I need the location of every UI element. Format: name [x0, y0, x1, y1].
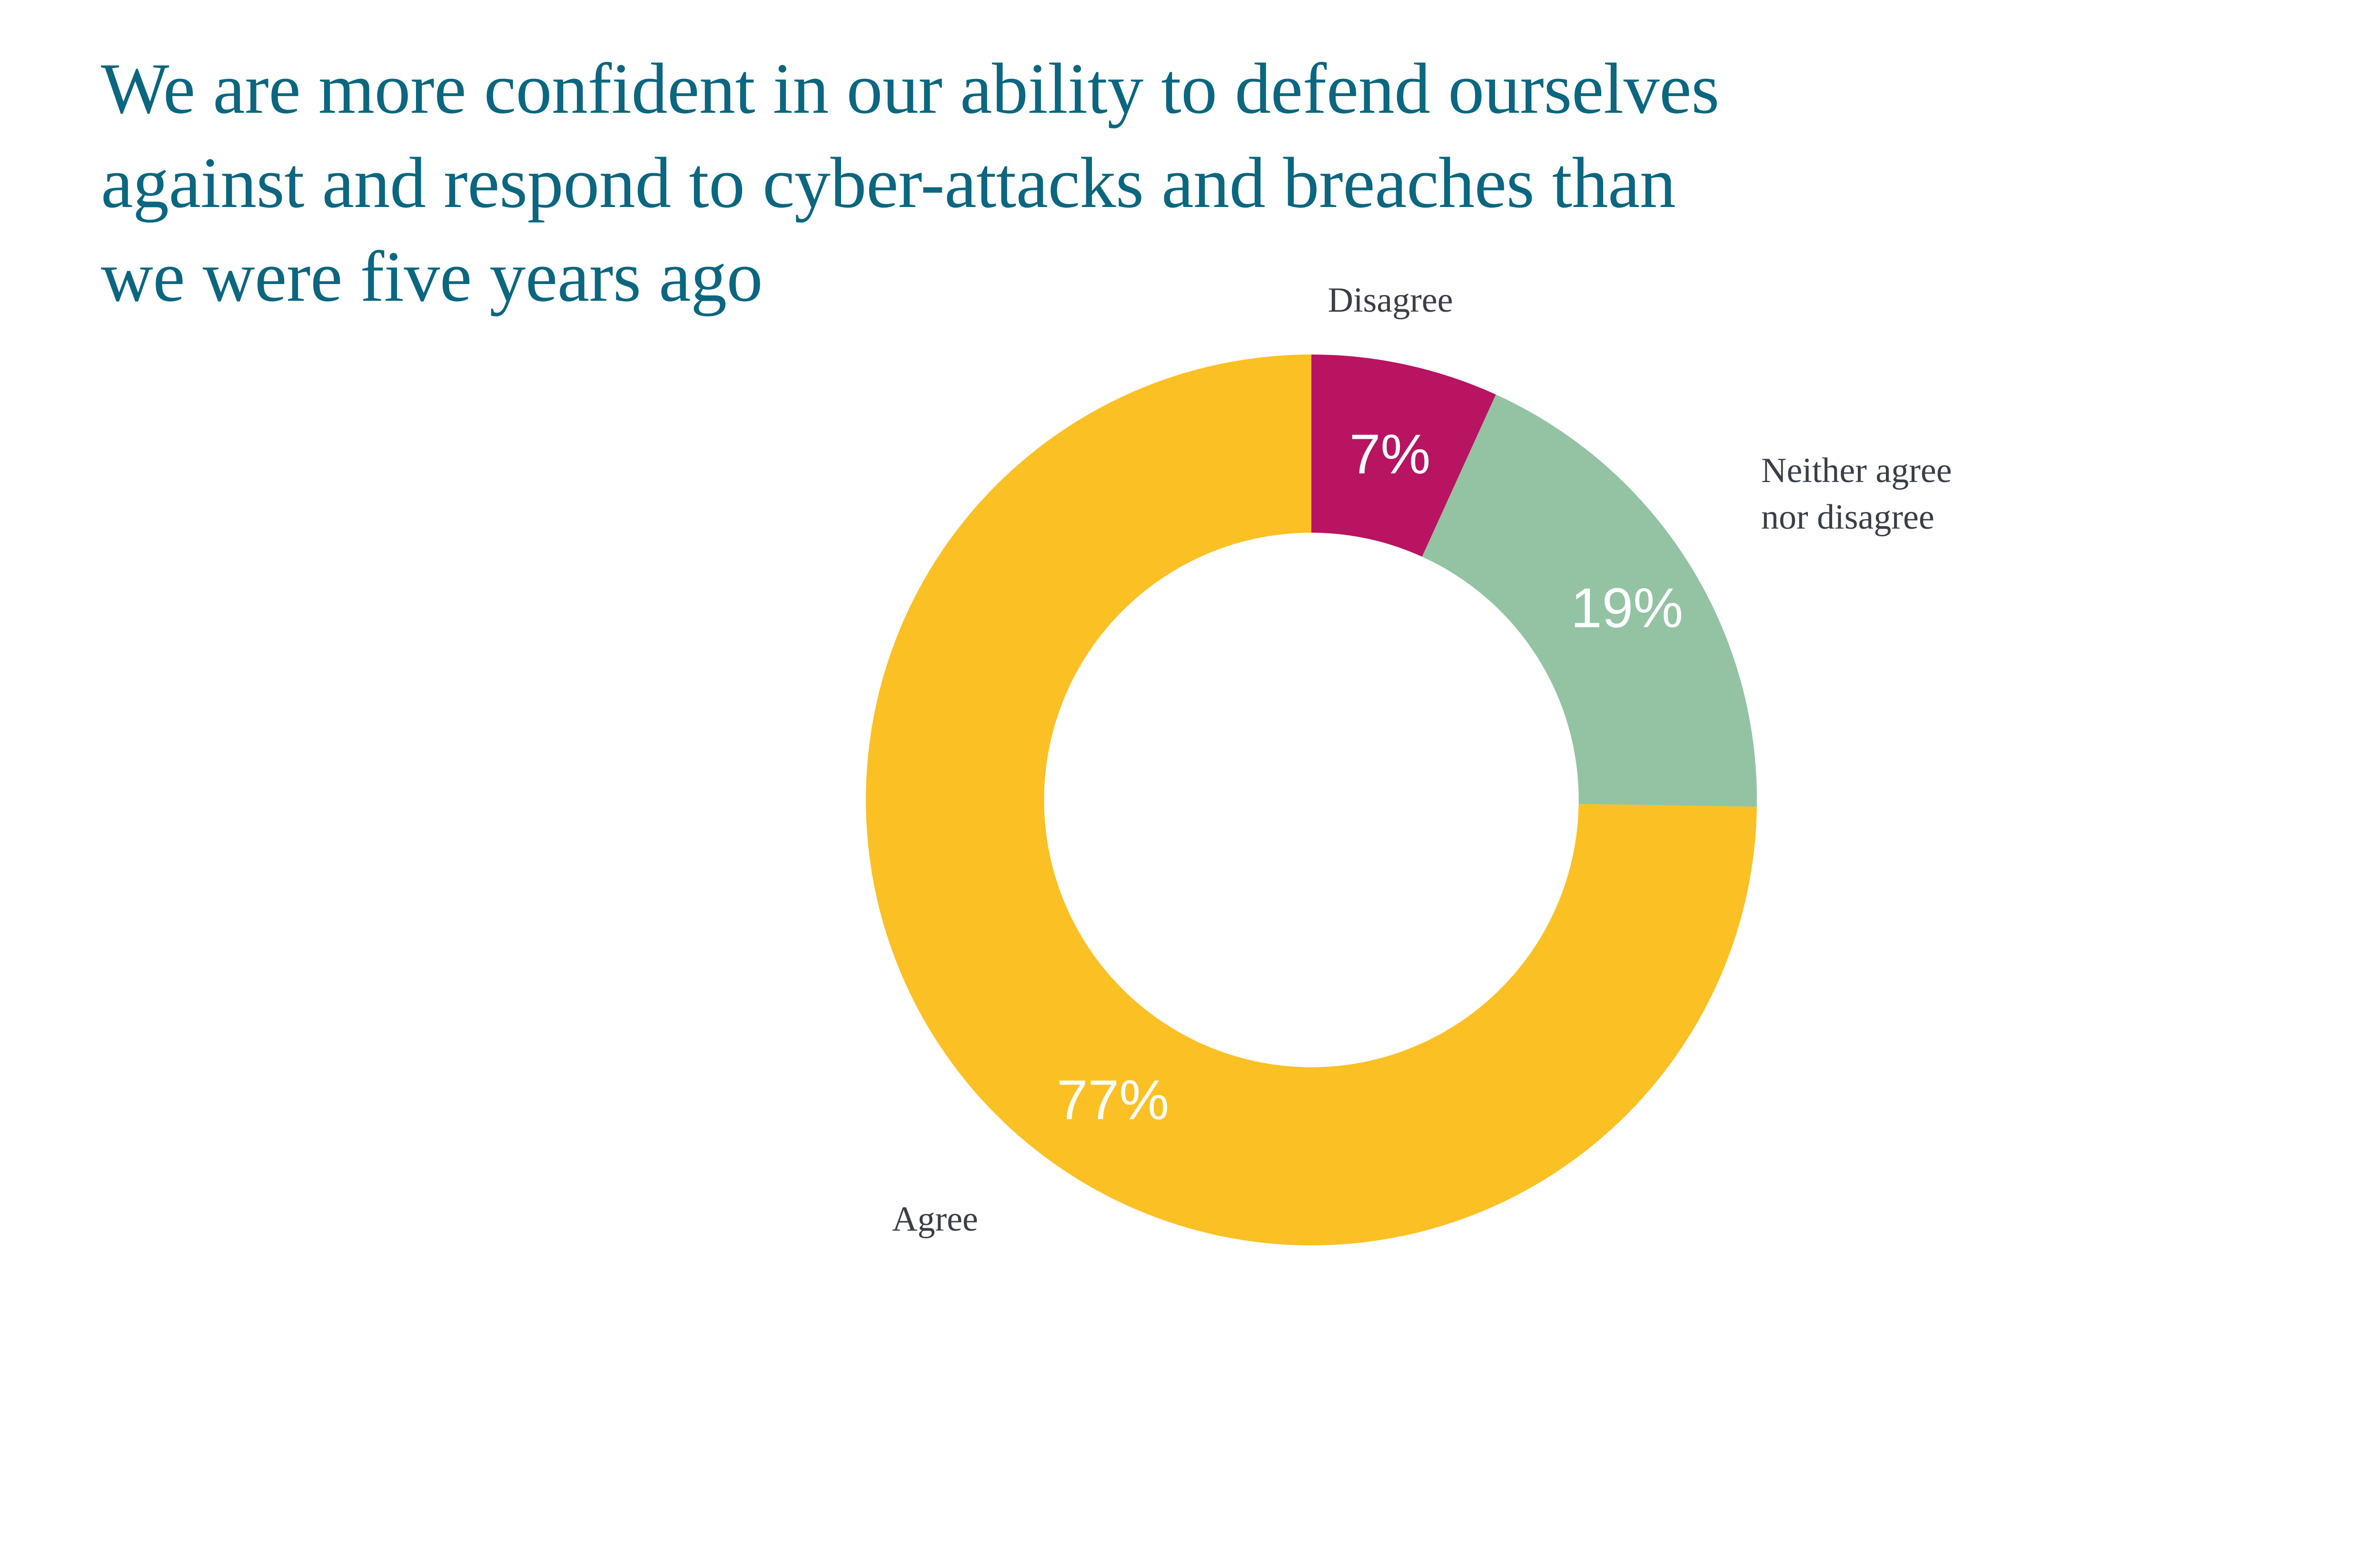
donut-chart-svg — [866, 355, 1757, 1245]
slice-label-neither: Neither agree nor disagree — [1761, 451, 1952, 537]
donut-chart — [866, 355, 1757, 1245]
slice-label-disagree: Disagree — [1328, 281, 1453, 320]
page-title: We are more confident in our ability to … — [101, 49, 1719, 317]
donut-slice-group — [866, 355, 1757, 1245]
donut-slice-agree[interactable] — [866, 355, 1757, 1245]
slice-label-agree: Agree — [892, 1200, 978, 1239]
donut-slice-neither-agree[interactable] — [1422, 395, 1757, 807]
donut-slice-disagree[interactable] — [1311, 355, 1496, 557]
